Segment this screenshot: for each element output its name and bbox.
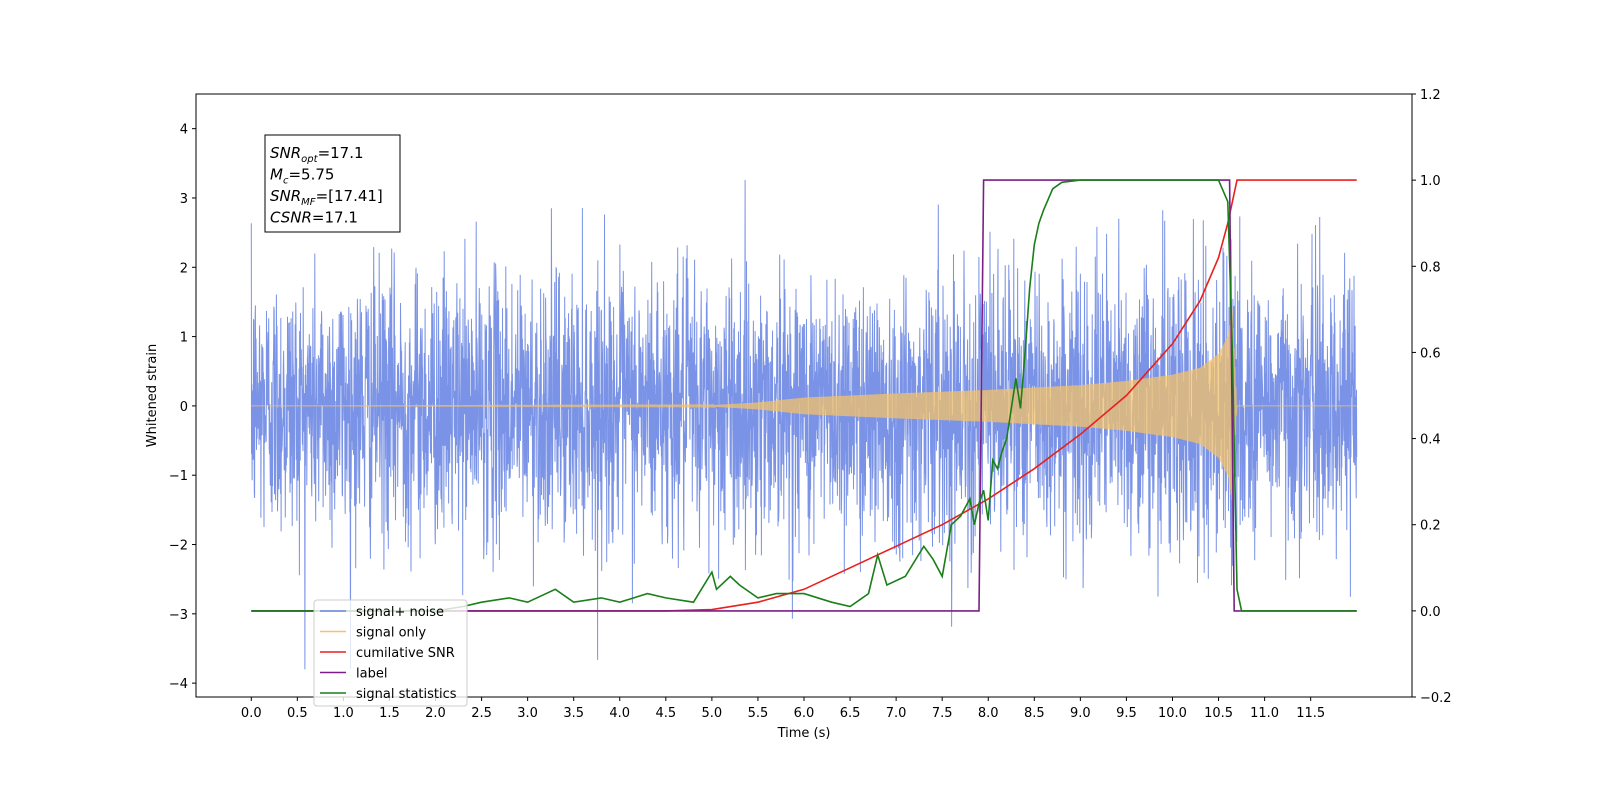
legend-label: cumilative SNR bbox=[356, 646, 455, 661]
y-tick-label: 2 bbox=[180, 261, 188, 276]
x-tick-label: 11.5 bbox=[1296, 706, 1325, 721]
x-tick-label: 2.5 bbox=[471, 706, 492, 721]
y-tick-label: 0 bbox=[180, 400, 188, 415]
x-tick-label: 0.0 bbox=[241, 706, 262, 721]
legend-frame bbox=[313, 599, 468, 707]
y2-tick-label: 0.8 bbox=[1420, 260, 1441, 275]
legend-label: signal statistics bbox=[356, 687, 457, 702]
x-tick-label: 9.0 bbox=[1070, 706, 1091, 721]
series-line-cumilative-snr bbox=[251, 179, 1357, 612]
legend-label: signal only bbox=[356, 626, 426, 641]
legend-label: label bbox=[356, 667, 387, 682]
annotation-frame bbox=[264, 134, 401, 233]
x-tick-label: 11.0 bbox=[1250, 706, 1279, 721]
annotation-line: CSNR=17.1 bbox=[270, 209, 358, 227]
series-line-signal-statistics bbox=[251, 179, 1357, 612]
y-axis-left: −4 −3 −2 −1 0 1 2 3 4 bbox=[169, 123, 196, 692]
x-tick-label: 6.5 bbox=[840, 706, 861, 721]
x-tick-label: 3.5 bbox=[563, 706, 584, 721]
y-tick-label: −1 bbox=[169, 469, 188, 484]
x-tick-label: 10.5 bbox=[1204, 706, 1233, 721]
x-axis-label: Time (s) bbox=[777, 726, 831, 741]
x-tick-label: 8.0 bbox=[978, 706, 999, 721]
annotation-line: Mc=5.75 bbox=[270, 166, 334, 187]
legend: signal+ noise signal only cumilative SNR la… bbox=[313, 599, 468, 707]
y2-tick-label: 0.0 bbox=[1420, 605, 1441, 620]
y2-tick-label: 1.2 bbox=[1420, 88, 1441, 103]
x-tick-label: 8.5 bbox=[1024, 706, 1045, 721]
y-tick-label: 1 bbox=[180, 331, 188, 346]
y-axis-right: −0.2 0.0 0.2 0.4 0.6 0.8 1.0 1.2 bbox=[1412, 88, 1452, 706]
x-tick-label: 2.0 bbox=[425, 706, 446, 721]
x-tick-label: 0.5 bbox=[287, 706, 308, 721]
y2-tick-label: 0.6 bbox=[1420, 346, 1441, 361]
y2-tick-label: 0.2 bbox=[1420, 519, 1441, 534]
y-tick-label: −2 bbox=[169, 539, 188, 554]
x-tick-label: 4.0 bbox=[609, 706, 630, 721]
x-tick-label: 7.5 bbox=[932, 706, 953, 721]
annotation-line: SNRMF=[17.41] bbox=[270, 187, 383, 208]
y-tick-label: −3 bbox=[169, 608, 188, 623]
x-tick-label: 1.5 bbox=[379, 706, 400, 721]
y2-tick-label: 0.4 bbox=[1420, 433, 1441, 448]
x-tick-label: 10.0 bbox=[1158, 706, 1187, 721]
y-tick-label: 4 bbox=[180, 123, 188, 138]
series-layer bbox=[250, 179, 1358, 670]
y2-tick-label: −0.2 bbox=[1420, 691, 1452, 706]
x-tick-label: 5.5 bbox=[748, 706, 769, 721]
x-tick-label: 4.5 bbox=[655, 706, 676, 721]
series-line-signal-only bbox=[251, 308, 1357, 501]
x-axis: 0.0 0.5 1.0 1.5 2.0 2.5 3.0 3.5 4.0 4.5 5.0 5.5 6.0 6… bbox=[241, 697, 1325, 721]
x-tick-label: 6.0 bbox=[794, 706, 815, 721]
x-tick-label: 5.0 bbox=[702, 706, 723, 721]
y-axis-label: Whitened strain bbox=[145, 344, 160, 447]
legend-label: signal+ noise bbox=[356, 605, 444, 620]
y2-tick-label: 1.0 bbox=[1420, 174, 1441, 189]
annotation-line: SNRopt=17.1 bbox=[270, 144, 364, 165]
x-tick-label: 1.0 bbox=[333, 706, 354, 721]
y-tick-label: 3 bbox=[180, 192, 188, 207]
y-tick-label: −4 bbox=[169, 677, 188, 692]
x-tick-label: 9.5 bbox=[1116, 706, 1137, 721]
x-tick-label: 7.0 bbox=[886, 706, 907, 721]
x-tick-label: 3.0 bbox=[517, 706, 538, 721]
